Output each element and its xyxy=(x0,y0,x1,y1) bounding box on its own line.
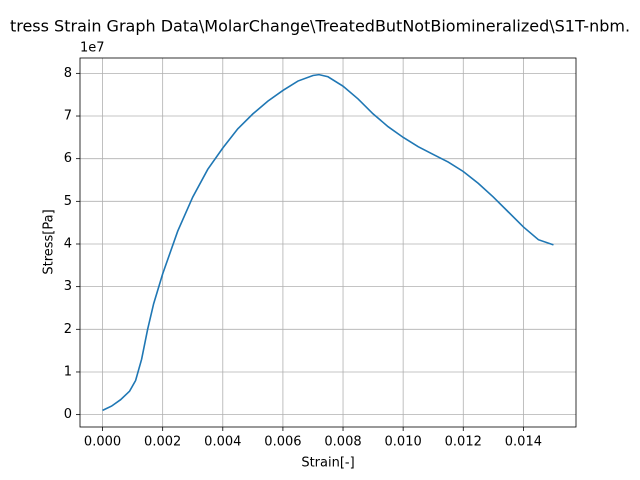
x-axis-label: Strain[-] xyxy=(301,456,354,471)
x-tick-label: 0.010 xyxy=(385,435,422,450)
data-line xyxy=(102,73,554,412)
y-tick-label: 6 xyxy=(64,151,72,166)
y-tick-label: 2 xyxy=(64,322,72,337)
x-tick-label: 0.002 xyxy=(144,435,181,450)
x-tick-label: 0.012 xyxy=(445,435,482,450)
x-tick-label: 0.008 xyxy=(324,435,361,450)
chart-title: tress Strain Graph Data\MolarChange\Trea… xyxy=(10,17,630,36)
y-tick-label: 3 xyxy=(64,279,72,294)
y-tick-label: 5 xyxy=(64,194,72,209)
y-tick-label: 1 xyxy=(64,364,72,379)
x-tick-label: 0.000 xyxy=(84,435,121,450)
plot-frame xyxy=(79,57,577,428)
x-tick-label: 0.004 xyxy=(204,435,241,450)
x-tick-label: 0.014 xyxy=(505,435,542,450)
x-tick-label: 0.006 xyxy=(264,435,301,450)
y-axis-label: Stress[Pa] xyxy=(42,209,57,274)
y-offset-label: 1e7 xyxy=(80,41,105,56)
y-tick-label: 7 xyxy=(64,109,72,124)
y-tick-label: 4 xyxy=(64,236,72,251)
y-tick-label: 8 xyxy=(64,66,72,81)
y-tick-label: 0 xyxy=(64,407,72,422)
